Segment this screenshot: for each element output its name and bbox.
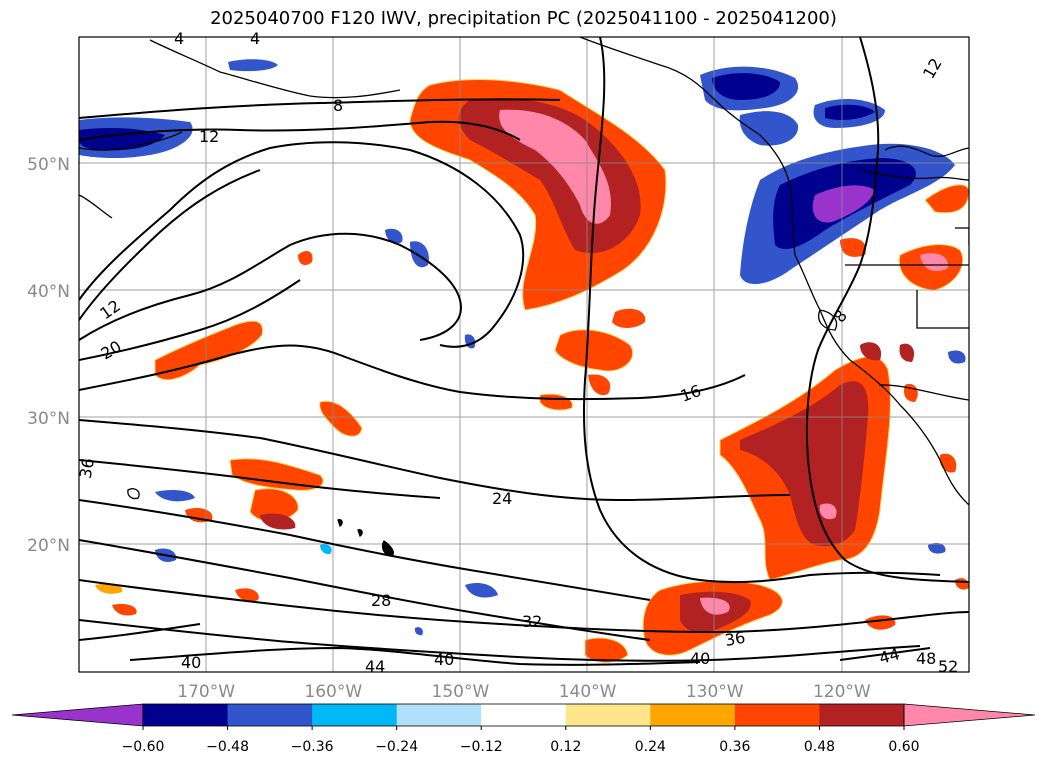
negative-anomaly-west-pacific (79, 59, 498, 636)
coastlines (79, 37, 969, 557)
x-tick-label: 140°W (559, 682, 617, 702)
colorbar-segment (819, 704, 905, 726)
colorbar-segment (481, 704, 567, 726)
colorbar (11, 703, 1036, 727)
colorbar-tick-label: 0.60 (888, 739, 919, 755)
positive-anomaly-west-coast (840, 184, 969, 473)
positive-anomaly-central-pacific (95, 250, 363, 616)
x-tick-label: 150°W (432, 682, 490, 702)
contour-label: 40 (434, 650, 454, 669)
colorbar-tick-label: 0.24 (635, 739, 666, 755)
contour-label: 8 (333, 96, 343, 115)
colorbar-segment (565, 704, 651, 726)
x-tick-label: 130°W (686, 682, 744, 702)
contour-label: 48 (916, 649, 936, 668)
contour-label: 44 (365, 657, 385, 676)
colorbar-tick-label: −0.12 (460, 739, 503, 755)
x-tick-label: 170°W (177, 682, 235, 702)
colorbar-outline (142, 703, 905, 727)
colorbar-segment (734, 704, 820, 726)
colorbar-segment (227, 704, 313, 726)
x-tick-label: 120°W (813, 682, 871, 702)
contour-label: 40 (181, 653, 201, 672)
contour-label: 40 (690, 649, 710, 668)
x-axis-ticks: 170°W 160°W 150°W 140°W 130°W 120°W (177, 682, 871, 702)
colorbar-tick-label: −0.36 (291, 739, 334, 755)
y-tick-label: 20°N (27, 536, 70, 556)
iwv-contours (79, 37, 969, 666)
colorbar-tick-label: −0.60 (122, 739, 165, 755)
colorbar-segment (143, 704, 229, 726)
colorbar-tick-label: −0.48 (206, 739, 249, 755)
contour-label: 4 (174, 29, 184, 48)
positive-anomaly-subtropical-east (584, 356, 969, 663)
x-tick-label: 160°W (304, 682, 362, 702)
colorbar-segment (312, 704, 398, 726)
map-area (79, 37, 969, 672)
contour-label: 36 (76, 457, 98, 480)
colorbar-tick-label: 0.12 (550, 739, 581, 755)
chart-title: 2025040700 F120 IWV, precipitation PC (2… (210, 8, 837, 29)
contour-label: 44 (877, 644, 902, 668)
y-tick-label: 30°N (27, 409, 70, 429)
contour-label: 28 (371, 591, 391, 610)
contour-label: 24 (492, 489, 512, 508)
colorbar-tick-labels: −0.60 −0.48 −0.36 −0.24 −0.12 0.12 0.24 0.36 0.4… (122, 726, 920, 755)
colorbar-segment (650, 704, 736, 726)
map-frame (78, 36, 970, 673)
y-axis-ticks: 50°N 40°N 30°N 20°N (27, 155, 70, 556)
colorbar-extend-max (903, 703, 1036, 727)
grid-lines (79, 37, 969, 672)
colorbar-tick-label: 0.48 (804, 739, 835, 755)
contour-label: 12 (199, 127, 219, 146)
colorbar-tick-label: −0.24 (375, 739, 418, 755)
colorbar-tick-label: 0.36 (719, 739, 750, 755)
contour-label: 36 (723, 628, 746, 650)
colorbar-extend-min (11, 703, 144, 727)
contour-label: 32 (522, 612, 542, 631)
y-tick-label: 50°N (27, 155, 70, 175)
contour-label: 52 (938, 657, 958, 676)
contour-label: 4 (250, 29, 260, 48)
y-tick-label: 40°N (27, 282, 70, 302)
colorbar-segment (396, 704, 482, 726)
